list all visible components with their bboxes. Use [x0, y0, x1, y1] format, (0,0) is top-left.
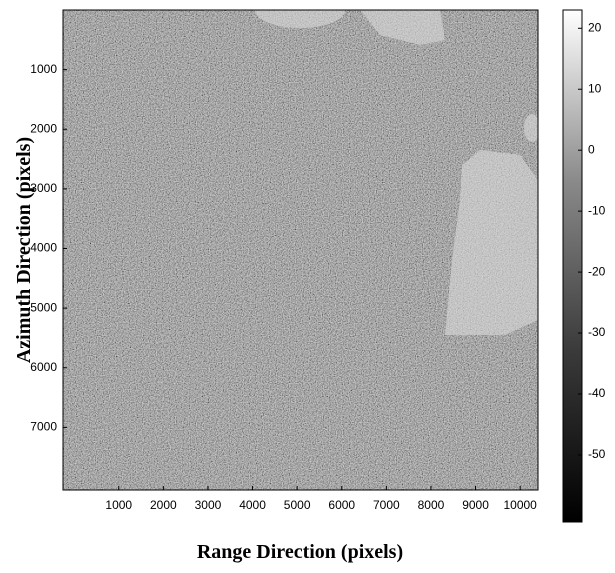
y-tick-label: 1000 [30, 62, 57, 76]
x-tick-label: 1000 [105, 498, 132, 512]
x-axis-label: Range Direction (pixels) [197, 541, 403, 563]
colorbar-tick-label: -30 [588, 325, 606, 339]
y-tick-label: 7000 [30, 420, 57, 434]
plot-frame [62, 9, 539, 491]
colorbar-tick-label: -50 [588, 447, 606, 461]
y-tick-label: 4000 [30, 241, 57, 255]
colorbar-tick-label: 0 [588, 142, 595, 156]
x-tick-label: 4000 [239, 498, 266, 512]
y-axis-label: Azimuth Direction (pixels) [13, 137, 35, 363]
x-tick-label: 10000 [503, 498, 537, 512]
colorbar-tick-label: -40 [588, 386, 606, 400]
colorbar-tick-label: 20 [588, 20, 602, 34]
y-tick-label: 3000 [30, 181, 57, 195]
colorbar-tick-label: -10 [588, 203, 606, 217]
y-tick-label: 2000 [30, 121, 57, 135]
colorbar [562, 9, 583, 523]
y-tick-label: 6000 [30, 360, 57, 374]
x-tick-label: 3000 [195, 498, 222, 512]
bright-regions [255, 10, 538, 335]
colorbar-tick-label: -20 [588, 264, 606, 278]
x-tick-label: 9000 [462, 498, 489, 512]
x-tick-label: 5000 [284, 498, 311, 512]
sar-image [63, 10, 538, 490]
x-tick-label: 8000 [418, 498, 445, 512]
y-tick-label: 5000 [30, 300, 57, 314]
x-tick-label: 7000 [373, 498, 400, 512]
x-tick-label: 6000 [328, 498, 355, 512]
colorbar-tick-label: 10 [588, 81, 602, 95]
x-tick-label: 2000 [150, 498, 177, 512]
